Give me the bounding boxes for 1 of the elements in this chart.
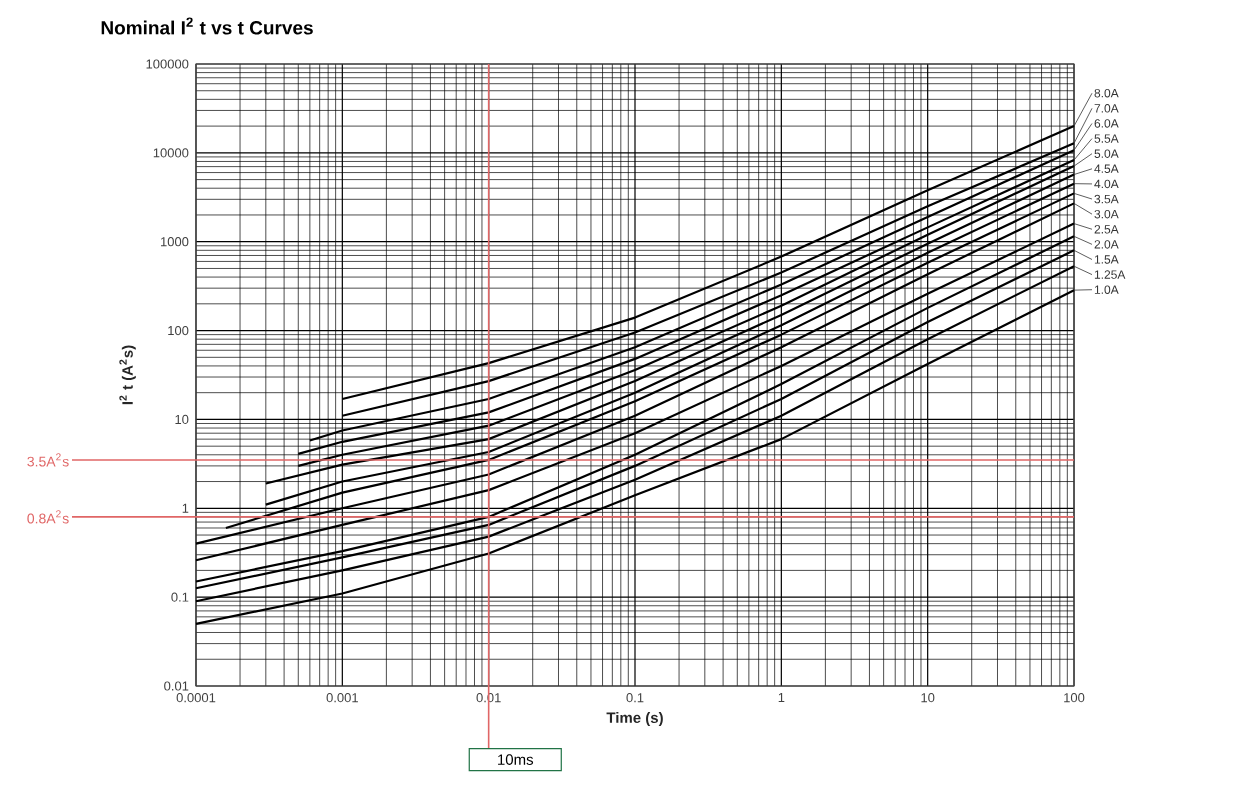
chart-title: Nominal I$^{2}$ t vs t Curves [101,17,313,35]
